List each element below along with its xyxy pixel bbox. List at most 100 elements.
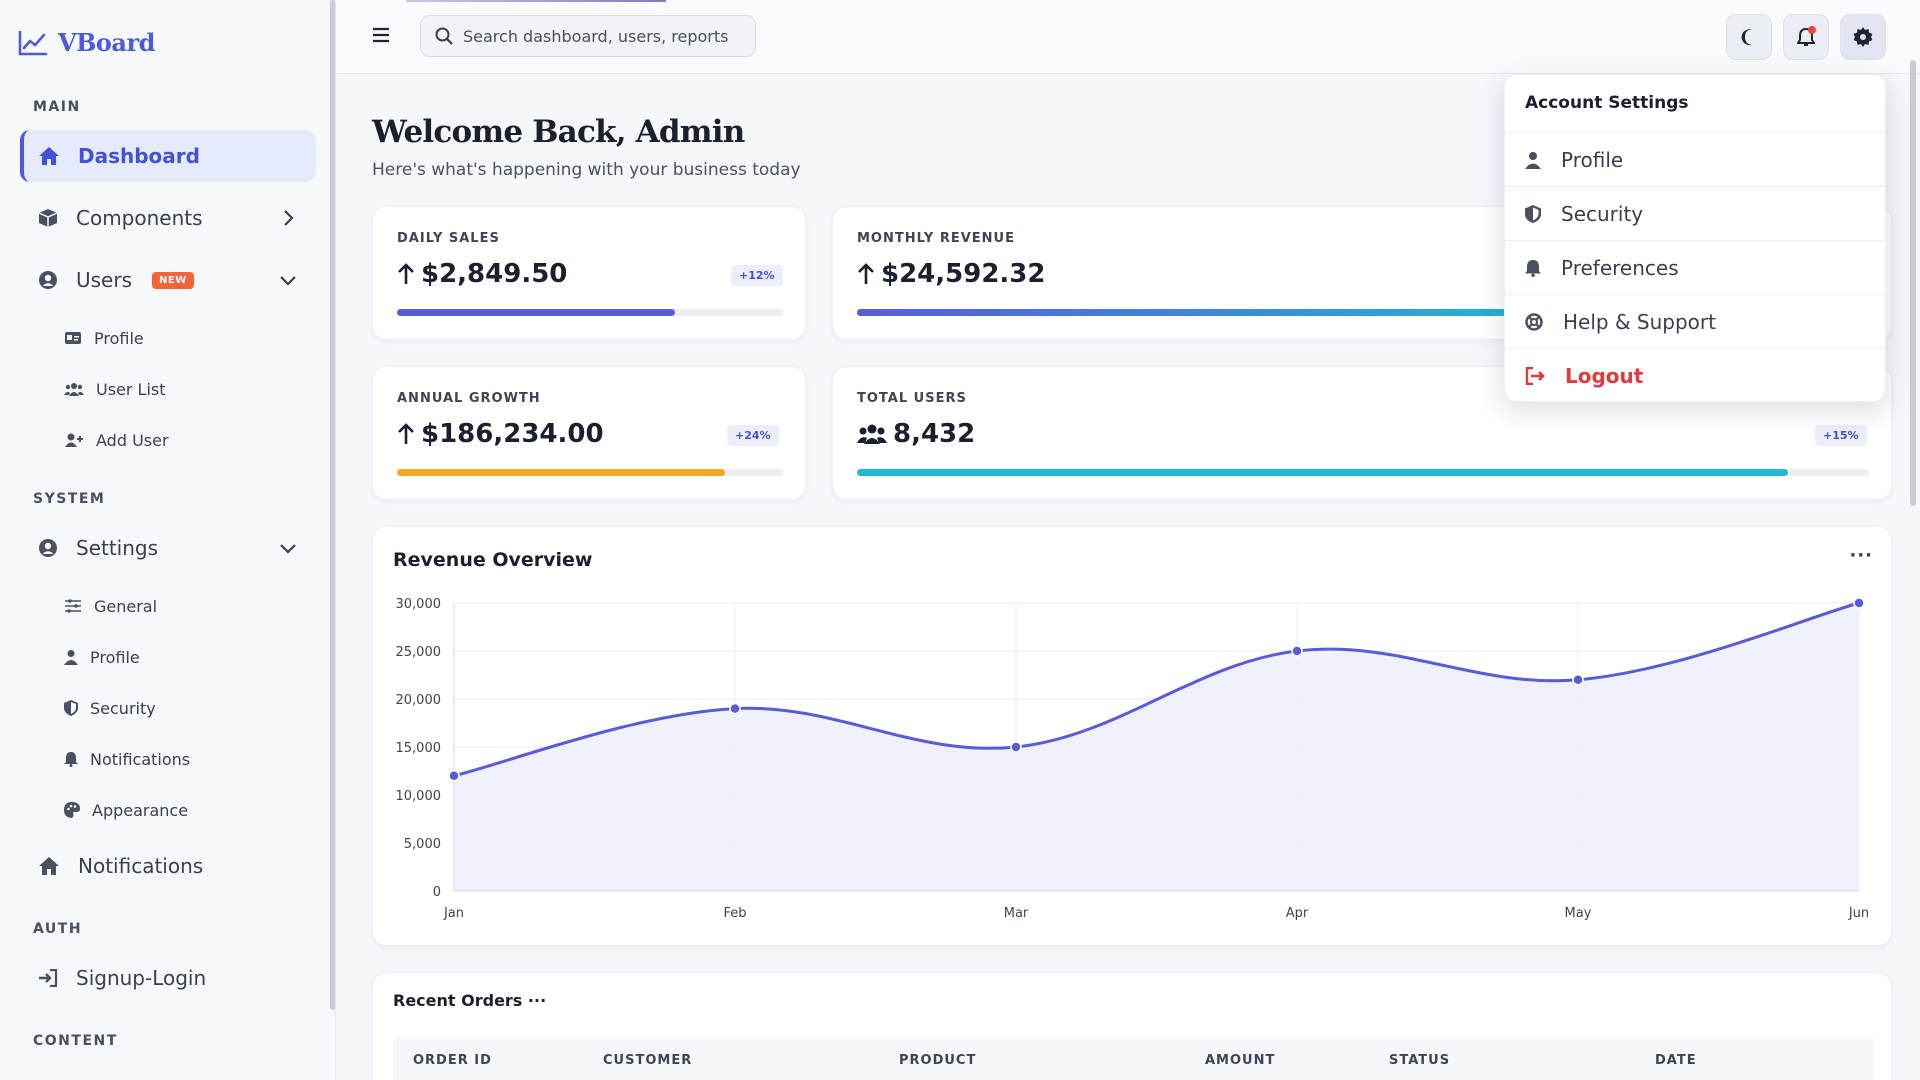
page-title: Welcome Back, Admin: [372, 114, 745, 150]
sidebar-subitem-label: Profile: [94, 328, 144, 348]
notification-dot: [1808, 26, 1816, 34]
dropdown-item-profile[interactable]: Profile: [1505, 133, 1885, 187]
sign-in-icon: [39, 969, 58, 987]
sidebar-item-settings[interactable]: Settings: [20, 522, 316, 574]
arrow-up-icon: [398, 423, 414, 444]
orders-menu-button[interactable]: ···: [527, 991, 547, 1010]
sidebar-item-dashboard[interactable]: Dashboard: [20, 130, 316, 182]
sidebar-item-users[interactable]: Users NEW: [20, 254, 316, 306]
column-header-date[interactable]: DATE: [1655, 1053, 1697, 1068]
y-tick-label: 25,000: [396, 645, 442, 660]
sidebar-subitem-appearance[interactable]: Appearance: [64, 792, 188, 828]
sidebar-subitem-user-list[interactable]: User List: [64, 371, 166, 407]
search-box[interactable]: [420, 15, 756, 57]
dropdown-item-security[interactable]: Security: [1505, 187, 1885, 241]
hamburger-menu-icon[interactable]: [372, 26, 390, 44]
section-label-main: MAIN: [33, 99, 81, 115]
chart-line-icon: [18, 30, 48, 55]
sidebar-subitem-label: Notifications: [90, 749, 191, 769]
sidebar-item-notifications[interactable]: Notifications: [20, 840, 316, 892]
stat-value: $24,592.32: [881, 259, 1046, 289]
section-label-auth: AUTH: [33, 921, 83, 937]
chevron-down-icon: [280, 544, 296, 554]
data-point: [1572, 674, 1584, 686]
table-header: ORDER ID CUSTOMER PRODUCT AMOUNT STATUS …: [393, 1037, 1873, 1080]
section-label-system: SYSTEM: [33, 491, 106, 507]
users-icon: [857, 424, 887, 444]
sidebar-item-label: Settings: [76, 536, 159, 560]
stat-value: $186,234.00: [421, 419, 604, 449]
sidebar-subitem-label: Profile: [90, 647, 140, 667]
sidebar-scrollbar[interactable]: [330, 0, 335, 1010]
section-label-content: CONTENT: [33, 1033, 118, 1049]
sidebar-subitem-notifications[interactable]: Notifications: [64, 741, 190, 777]
account-settings-dropdown: Account Settings Profile Security Prefer…: [1504, 74, 1886, 402]
sidebar-item-label: Users: [76, 268, 133, 292]
dropdown-item-label: Logout: [1565, 364, 1644, 388]
notifications-button[interactable]: [1783, 14, 1829, 60]
sidebar-item-components[interactable]: Components: [20, 192, 316, 244]
stat-label: TOTAL USERS: [857, 391, 967, 406]
cube-icon: [38, 209, 58, 227]
sidebar-subitem-label: Appearance: [92, 800, 189, 820]
stat-label: DAILY SALES: [397, 231, 500, 246]
gear-icon: [1853, 27, 1873, 47]
dropdown-item-logout[interactable]: Logout: [1505, 349, 1885, 403]
column-header-order-id[interactable]: ORDER ID: [413, 1053, 492, 1068]
x-tick-label: Feb: [723, 906, 746, 921]
page-scrollbar[interactable]: [1910, 60, 1916, 506]
revenue-series-line: [453, 601, 1860, 778]
column-header-amount[interactable]: AMOUNT: [1205, 1053, 1276, 1068]
dropdown-item-preferences[interactable]: Preferences: [1505, 241, 1885, 295]
search-icon: [435, 27, 453, 45]
orders-title-row: Recent Orders ···: [393, 991, 546, 1010]
revenue-overview-card: Revenue Overview ··· 0 5,000 10,000 15,000 2…: [372, 526, 1892, 946]
user-icon: [64, 650, 78, 665]
id-card-icon: [65, 332, 81, 344]
stat-card-total-users: TOTAL USERS 8,432 +15%: [832, 366, 1892, 500]
user-circle-icon: [39, 271, 57, 289]
dropdown-item-help-support[interactable]: Help & Support: [1505, 295, 1885, 349]
arrow-up-icon: [398, 263, 414, 284]
settings-button[interactable]: [1840, 14, 1886, 60]
topbar: [336, 0, 1920, 74]
progress-fill: [857, 469, 1789, 476]
user-plus-icon: [65, 433, 83, 447]
chart-menu-button[interactable]: ···: [1849, 545, 1873, 566]
progress-fill: [397, 309, 675, 316]
column-header-product[interactable]: PRODUCT: [899, 1053, 977, 1068]
palette-icon: [64, 802, 80, 818]
dark-mode-toggle[interactable]: [1726, 14, 1772, 60]
sidebar-subitem-profile[interactable]: Profile: [64, 320, 144, 356]
shield-icon: [1525, 204, 1541, 223]
column-header-status[interactable]: STATUS: [1389, 1053, 1451, 1068]
progress-track: [397, 469, 783, 476]
x-tick-label: Jan: [443, 906, 464, 921]
sidebar-subitem-label: Security: [90, 698, 156, 718]
sidebar-subitem-security[interactable]: Security: [64, 690, 156, 726]
stat-value-row: $2,849.50: [397, 259, 567, 289]
x-tick-label: Jun: [1848, 906, 1869, 921]
moon-icon: [1741, 29, 1752, 46]
brand-logo[interactable]: VBoard: [18, 28, 155, 57]
stat-badge: +24%: [727, 425, 779, 446]
progress-track: [397, 309, 783, 316]
y-tick-label: 30,000: [396, 597, 442, 612]
sidebar-item-label: Signup-Login: [76, 966, 207, 990]
stat-label: ANNUAL GROWTH: [397, 391, 541, 406]
sign-out-icon: [1525, 367, 1545, 385]
sidebar-item-label: Notifications: [78, 854, 204, 878]
sidebar-item-signup-login[interactable]: Signup-Login: [20, 952, 316, 1004]
search-input[interactable]: [463, 26, 743, 46]
column-header-customer[interactable]: CUSTOMER: [603, 1053, 693, 1068]
stat-card-annual-growth: ANNUAL GROWTH $186,234.00 +24%: [372, 366, 806, 500]
sidebar-subitem-general[interactable]: General: [64, 588, 157, 624]
sidebar-subitem-profile[interactable]: Profile: [64, 639, 140, 675]
sidebar-subitem-add-user[interactable]: Add User: [64, 422, 169, 458]
life-ring-icon: [1525, 312, 1543, 331]
data-point: [1853, 597, 1865, 609]
shield-icon: [64, 700, 78, 716]
bell-icon: [64, 752, 78, 767]
arrow-up-icon: [858, 263, 874, 284]
stat-value-row: 8,432: [857, 419, 975, 449]
